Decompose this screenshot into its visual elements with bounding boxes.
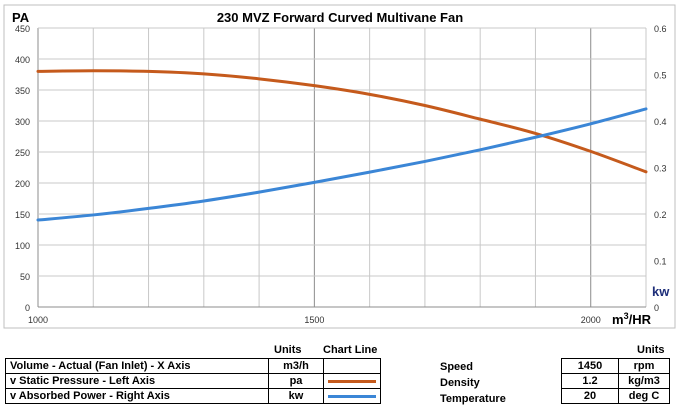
y-tick-label: 200 bbox=[15, 179, 30, 189]
chart-title: 230 MVZ Forward Curved Multivane Fan bbox=[217, 10, 463, 25]
condition-units: rpm bbox=[618, 358, 670, 374]
x-tick-label: 1000 bbox=[28, 315, 48, 325]
y-axis-label: PA bbox=[12, 10, 30, 25]
table-row: Volume - Actual (Fan Inlet) - X Axis m3/… bbox=[5, 358, 381, 374]
table-row: 1450 rpm bbox=[561, 358, 670, 374]
table-row: 1.2 kg/m3 bbox=[561, 373, 670, 389]
legend-units: pa bbox=[268, 373, 324, 389]
y-tick-label: 350 bbox=[15, 86, 30, 96]
condition-label: Temperature bbox=[440, 393, 506, 405]
fan-curve-chart: 0 50 100 150 200 250 300 350 400 450 0 0.1 0.2 0.3 0.4… bbox=[3, 4, 676, 329]
chart-border bbox=[3, 4, 676, 329]
y-tick-label: 100 bbox=[15, 241, 30, 251]
condition-value: 1.2 bbox=[561, 373, 619, 389]
y-tick-label: 400 bbox=[15, 55, 30, 65]
y-tick-label: 0 bbox=[25, 303, 30, 313]
pressure-line-swatch bbox=[323, 373, 381, 389]
y-tick-label: 250 bbox=[15, 148, 30, 158]
condition-value: 1450 bbox=[561, 358, 619, 374]
y2-tick-label: 0.3 bbox=[654, 164, 667, 174]
y2-tick-label: 0.2 bbox=[654, 210, 667, 220]
legend-table: Volume - Actual (Fan Inlet) - X Axis m3/… bbox=[5, 358, 381, 404]
y-tick-label: 300 bbox=[15, 117, 30, 127]
y-tick-label: 50 bbox=[20, 272, 30, 282]
legend-units: kw bbox=[268, 388, 324, 404]
condition-label: Density bbox=[440, 377, 480, 389]
table-row: 20 deg C bbox=[561, 388, 670, 404]
condition-value: 20 bbox=[561, 388, 619, 404]
conditions-table: 1450 rpm 1.2 kg/m3 20 deg C bbox=[561, 358, 670, 404]
legend-units: m3/h bbox=[268, 358, 324, 374]
power-line-swatch bbox=[323, 388, 381, 404]
absorbed-power-line bbox=[36, 107, 648, 222]
legend-label: v Static Pressure - Left Axis bbox=[5, 373, 269, 389]
y2-axis-label: kw bbox=[652, 284, 670, 299]
legend-label: Volume - Actual (Fan Inlet) - X Axis bbox=[5, 358, 269, 374]
chart-line-header: Chart Line bbox=[323, 344, 378, 356]
y2-tick-label: 0.5 bbox=[654, 71, 667, 81]
x-tick-label: 1500 bbox=[304, 315, 324, 325]
x-tick-label: 2000 bbox=[581, 315, 601, 325]
y2-tick-label: 0.6 bbox=[654, 24, 667, 34]
table-row: v Absorbed Power - Right Axis kw bbox=[5, 388, 381, 404]
y2-tick-label: 0.1 bbox=[654, 257, 667, 267]
condition-units: deg C bbox=[618, 388, 670, 404]
conditions-units-header: Units bbox=[637, 344, 665, 356]
y-tick-label: 150 bbox=[15, 210, 30, 220]
condition-label: Speed bbox=[440, 361, 474, 373]
x-axis-label: m3/HR bbox=[612, 311, 652, 327]
y2-tick-label: 0 bbox=[654, 303, 659, 313]
table-row: v Static Pressure - Left Axis pa bbox=[5, 373, 381, 389]
condition-units: kg/m3 bbox=[618, 373, 670, 389]
y2-tick-label: 0.4 bbox=[654, 117, 667, 127]
y-tick-label: 450 bbox=[15, 24, 30, 34]
legend-label: v Absorbed Power - Right Axis bbox=[5, 388, 269, 404]
units-header: Units bbox=[274, 344, 302, 356]
